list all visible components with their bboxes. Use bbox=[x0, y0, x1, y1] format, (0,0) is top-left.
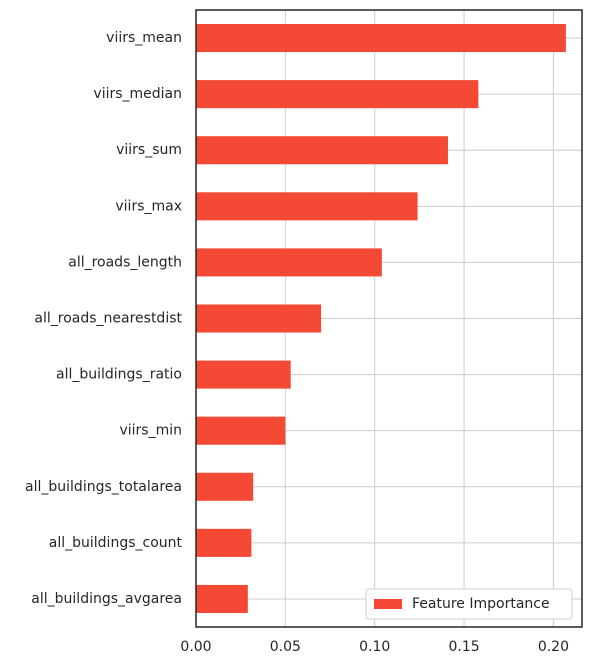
bar-viirs-min bbox=[196, 416, 286, 445]
x-tick-label-2: 0.10 bbox=[359, 639, 390, 655]
bar-all-buildings-count bbox=[196, 528, 252, 557]
legend: Feature Importance bbox=[365, 588, 573, 620]
y-tick-label-viirs-max: viirs_max bbox=[115, 198, 182, 214]
plot-frame bbox=[195, 9, 583, 628]
legend-swatch bbox=[374, 599, 402, 609]
axes bbox=[195, 9, 583, 628]
bar-all-buildings-ratio bbox=[196, 360, 291, 389]
y-tick-label-all-buildings-ratio: all_buildings_ratio bbox=[56, 367, 182, 383]
y-tick-label-viirs-mean: viirs_mean bbox=[106, 30, 182, 46]
y-tick-labels: viirs_mean viirs_median viirs_sum viirs_max… bbox=[25, 30, 182, 607]
y-tick-label-viirs-sum: viirs_sum bbox=[116, 142, 182, 158]
bar-all-buildings-totalarea bbox=[196, 472, 254, 501]
bar-viirs-max bbox=[196, 192, 418, 221]
y-tick-label-all-roads-nearestdist: all_roads_nearestdist bbox=[34, 311, 182, 327]
bar-all-roads-length bbox=[196, 248, 382, 277]
x-tick-label-3: 0.15 bbox=[448, 639, 479, 655]
x-tick-labels: 0.00 0.05 0.10 0.15 0.20 bbox=[180, 639, 569, 655]
y-tick-label-all-roads-length: all_roads_length bbox=[68, 254, 182, 270]
bar-all-roads-nearestdist bbox=[196, 304, 322, 333]
legend-label: Feature Importance bbox=[412, 596, 550, 612]
bar-viirs-sum bbox=[196, 136, 448, 165]
x-tick-label-4: 0.20 bbox=[538, 639, 569, 655]
y-tick-label-viirs-min: viirs_min bbox=[119, 423, 182, 439]
y-tick-label-all-buildings-totalarea: all_buildings_totalarea bbox=[25, 479, 182, 495]
y-tick-label-all-buildings-avgarea: all_buildings_avgarea bbox=[31, 591, 182, 607]
y-tick-label-viirs-median: viirs_median bbox=[93, 86, 182, 102]
bars bbox=[196, 24, 566, 613]
bar-viirs-median bbox=[196, 80, 479, 109]
y-tick-label-all-buildings-count: all_buildings_count bbox=[49, 535, 183, 551]
bar-viirs-mean bbox=[196, 24, 566, 53]
bar-all-buildings-avgarea bbox=[196, 584, 248, 613]
legend-box bbox=[365, 588, 573, 620]
x-tick-label-1: 0.05 bbox=[270, 639, 301, 655]
x-tick-label-0: 0.00 bbox=[180, 639, 211, 655]
